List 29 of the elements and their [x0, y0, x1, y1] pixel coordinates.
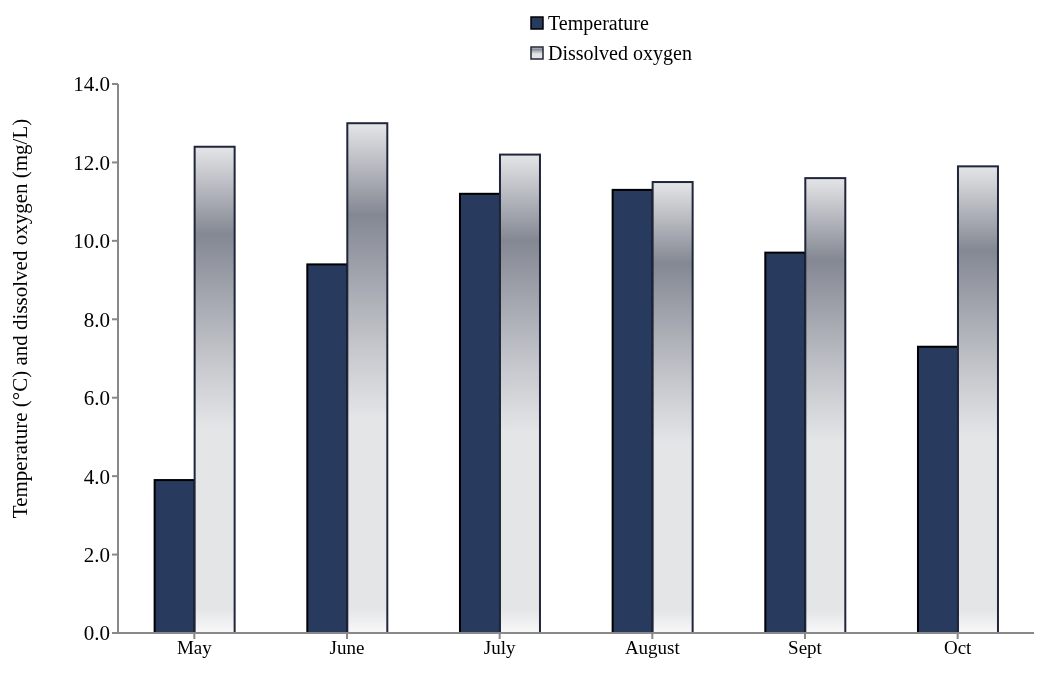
x-tick-label: Sept [788, 637, 823, 659]
x-tick-label: May [176, 637, 213, 659]
y-tick-label: 10.0 [73, 229, 110, 254]
bar [764, 251, 807, 633]
y-tick-label: 2.0 [83, 543, 110, 568]
x-tick-label: June [329, 637, 365, 659]
y-tick-label: 14.0 [73, 72, 110, 97]
bar [498, 153, 541, 633]
bar [916, 345, 959, 633]
legend-label: Temperature [548, 11, 649, 37]
x-tick-label: July [483, 637, 516, 659]
y-tick-label: 0.0 [83, 621, 110, 646]
bar [306, 263, 349, 633]
y-tick-label: 4.0 [83, 464, 110, 489]
bar [804, 177, 847, 633]
x-tick-label: Oct [943, 637, 973, 659]
x-tick-label: August [624, 637, 681, 659]
bar [346, 122, 389, 633]
y-tick-label: 6.0 [83, 386, 110, 411]
legend-label: Dissolved oxygen [548, 41, 692, 67]
bar [956, 165, 999, 633]
y-tick-label: 8.0 [83, 307, 110, 332]
bar [651, 181, 694, 633]
y-axis-title: Temperature (°C) and dissolved oxygen (mg/L) [8, 118, 33, 519]
bar [611, 188, 654, 633]
bar [458, 192, 501, 633]
y-tick-label: 12.0 [73, 150, 110, 175]
bar [153, 479, 196, 633]
bar [193, 145, 236, 633]
